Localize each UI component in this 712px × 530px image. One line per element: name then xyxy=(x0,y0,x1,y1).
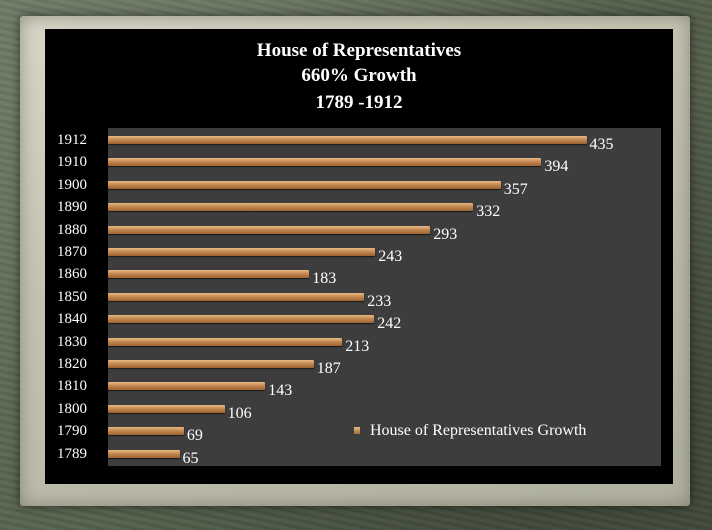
category-label: 1870 xyxy=(57,244,87,260)
data-label: 243 xyxy=(378,248,403,265)
data-label: 435 xyxy=(589,136,614,153)
data-label: 242 xyxy=(377,315,402,333)
data-label: 293 xyxy=(433,225,458,243)
chart-title-line-3: 1789 -1912 xyxy=(315,92,403,113)
category-label: 1789 xyxy=(57,445,87,462)
data-label: 106 xyxy=(227,404,252,422)
category-label: 1810 xyxy=(57,378,87,395)
chart-panel: House of Representatives 660% Growth 178… xyxy=(45,29,673,484)
bar xyxy=(108,337,343,346)
data-label: 183 xyxy=(312,270,337,288)
bar xyxy=(108,270,310,279)
category-label: 1820 xyxy=(57,356,87,372)
category-label: 1840 xyxy=(57,311,87,328)
data-label: 143 xyxy=(268,382,293,400)
category-label: 1890 xyxy=(57,199,87,216)
legend-label: House of Representatives Growth xyxy=(370,422,587,439)
category-label: 1850 xyxy=(57,288,87,305)
data-label: 332 xyxy=(476,203,501,221)
data-label: 233 xyxy=(367,292,392,310)
bar xyxy=(108,248,376,256)
bar xyxy=(108,360,314,368)
data-label: 187 xyxy=(316,360,341,377)
legend-swatch xyxy=(354,427,360,434)
bar xyxy=(108,180,501,189)
chart-title-line-1: House of Representatives xyxy=(256,40,462,61)
category-label: 1830 xyxy=(57,333,87,350)
bar xyxy=(108,136,587,144)
bar xyxy=(108,203,474,212)
bar xyxy=(108,158,542,167)
data-label: 213 xyxy=(345,337,370,355)
bar xyxy=(108,404,225,413)
category-label: 1860 xyxy=(57,266,87,283)
bar xyxy=(108,382,266,391)
category-label: 1910 xyxy=(57,154,87,171)
data-label: 65 xyxy=(182,449,199,467)
bar xyxy=(108,427,184,436)
data-label: 394 xyxy=(544,158,569,176)
bar xyxy=(108,315,375,324)
category-label: 1900 xyxy=(57,176,87,193)
bar xyxy=(108,225,431,234)
category-label: 1800 xyxy=(57,400,87,417)
bar xyxy=(108,292,365,301)
category-label: 1912 xyxy=(57,132,87,148)
category-label: 1790 xyxy=(57,423,87,440)
data-label: 69 xyxy=(186,427,203,445)
category-label: 1880 xyxy=(57,221,87,238)
data-label: 357 xyxy=(503,180,528,198)
chart-title-line-2: 660% Growth xyxy=(301,65,417,86)
bar xyxy=(108,449,180,458)
